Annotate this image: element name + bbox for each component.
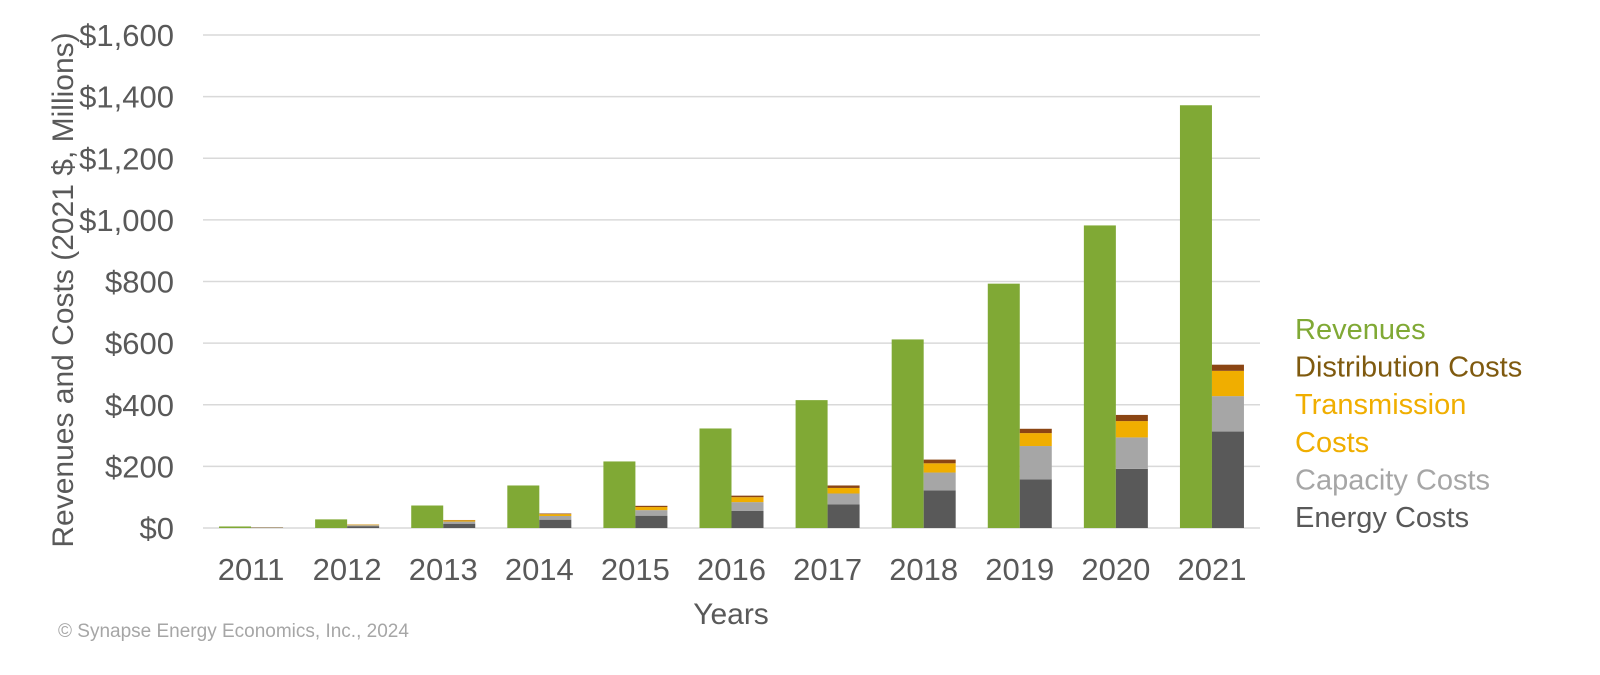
energy-costs-segment [731, 510, 764, 528]
revenue-bar [795, 400, 828, 528]
x-tick-label: 2012 [313, 552, 382, 587]
y-tick-label: $1,400 [79, 80, 174, 115]
x-tick-label: 2020 [1081, 552, 1150, 587]
x-tick-label: 2013 [409, 552, 478, 587]
revenue-bar [315, 519, 348, 528]
x-axis-title: Years [693, 598, 769, 631]
revenue-bar [507, 485, 540, 528]
x-axis-ticks: 2011 2012 2013 2014 2015 2016 2017 2018 2019 2020… [218, 552, 1247, 587]
distribution-costs-segment [827, 485, 860, 488]
x-tick-label: 2016 [697, 552, 766, 587]
revenue-bar [987, 283, 1020, 528]
capacity-costs-segment [347, 525, 380, 527]
transmission-costs-segment [347, 524, 380, 526]
capacity-costs-segment [827, 493, 860, 505]
energy-costs-segment [923, 490, 956, 528]
y-tick-label: $400 [105, 388, 174, 423]
capacity-costs-segment [635, 510, 668, 516]
revenue-bar [219, 526, 252, 528]
energy-costs-segment [347, 526, 380, 528]
transmission-costs-segment [635, 507, 668, 511]
distribution-costs-segment [923, 459, 956, 464]
revenue-bar [411, 505, 444, 528]
capacity-costs-segment [923, 472, 956, 491]
capacity-costs-segment [539, 515, 572, 520]
x-tick-label: 2019 [985, 552, 1054, 587]
energy-costs-segment [443, 523, 476, 528]
distribution-costs-segment [1115, 414, 1148, 422]
transmission-costs-segment [731, 497, 764, 503]
distribution-costs-segment [539, 513, 572, 515]
revenue-bar [891, 339, 924, 528]
distribution-costs-segment [1019, 428, 1052, 434]
x-tick-label: 2014 [505, 552, 574, 587]
y-axis-ticks: $0 $200 $400 $600 $800 $1,000 $1,200 $1,400 $1,6… [79, 18, 174, 546]
x-tick-label: 2017 [793, 552, 862, 587]
revenue-bar [1083, 225, 1116, 528]
transmission-costs-segment [1115, 421, 1148, 438]
distribution-costs-segment [731, 495, 764, 498]
y-tick-label: $800 [105, 265, 174, 300]
capacity-costs-segment [1019, 446, 1052, 480]
y-tick-label: $1,200 [79, 141, 174, 176]
copyright-notice: © Synapse Energy Economics, Inc., 2024 [58, 621, 409, 642]
y-tick-label: $600 [105, 326, 174, 361]
capacity-costs-segment [731, 502, 764, 511]
transmission-costs-segment [1019, 433, 1052, 447]
revenue-bar [699, 428, 732, 528]
y-axis-title: Revenues and Costs (2021 $, Millions) [47, 32, 80, 547]
legend-entry: Energy Costs [1295, 502, 1469, 534]
capacity-costs-segment [443, 521, 476, 524]
capacity-costs-segment [1211, 396, 1244, 432]
energy-costs-segment [1211, 431, 1244, 528]
y-tick-label: $0 [140, 511, 174, 546]
transmission-costs-segment [443, 520, 476, 522]
x-tick-label: 2018 [889, 552, 958, 587]
revenue-bar [603, 461, 636, 528]
legend-entry: Distribution Costs [1295, 352, 1522, 384]
energy-costs-segment [1115, 468, 1148, 528]
capacity-costs-segment [1115, 437, 1148, 469]
energy-costs-segment [635, 515, 668, 528]
x-tick-label: 2021 [1177, 552, 1246, 587]
distribution-costs-segment [635, 505, 668, 508]
gridlines [203, 34, 1260, 529]
energy-costs-segment [539, 519, 572, 528]
y-tick-label: $200 [105, 449, 174, 484]
y-tick-label: $1,600 [79, 18, 174, 53]
transmission-costs-segment [1211, 370, 1244, 397]
x-tick-label: 2011 [218, 552, 285, 587]
legend-entry: Transmission [1295, 389, 1466, 421]
energy-costs-segment [1019, 479, 1052, 528]
legend-entry: Revenues [1295, 314, 1426, 346]
legend-entry: Capacity Costs [1295, 464, 1490, 496]
legend-entry: Costs [1295, 427, 1369, 459]
revenue-bar [1179, 105, 1212, 528]
legend: Revenues Distribution Costs Transmission Co… [1295, 314, 1522, 534]
transmission-costs-segment [539, 514, 572, 516]
distribution-costs-segment [1211, 364, 1244, 371]
y-tick-label: $1,000 [79, 203, 174, 238]
energy-costs-segment [827, 504, 860, 528]
bars [219, 105, 1244, 528]
x-tick-label: 2015 [601, 552, 670, 587]
transmission-costs-segment [923, 463, 956, 473]
transmission-costs-segment [827, 487, 860, 494]
